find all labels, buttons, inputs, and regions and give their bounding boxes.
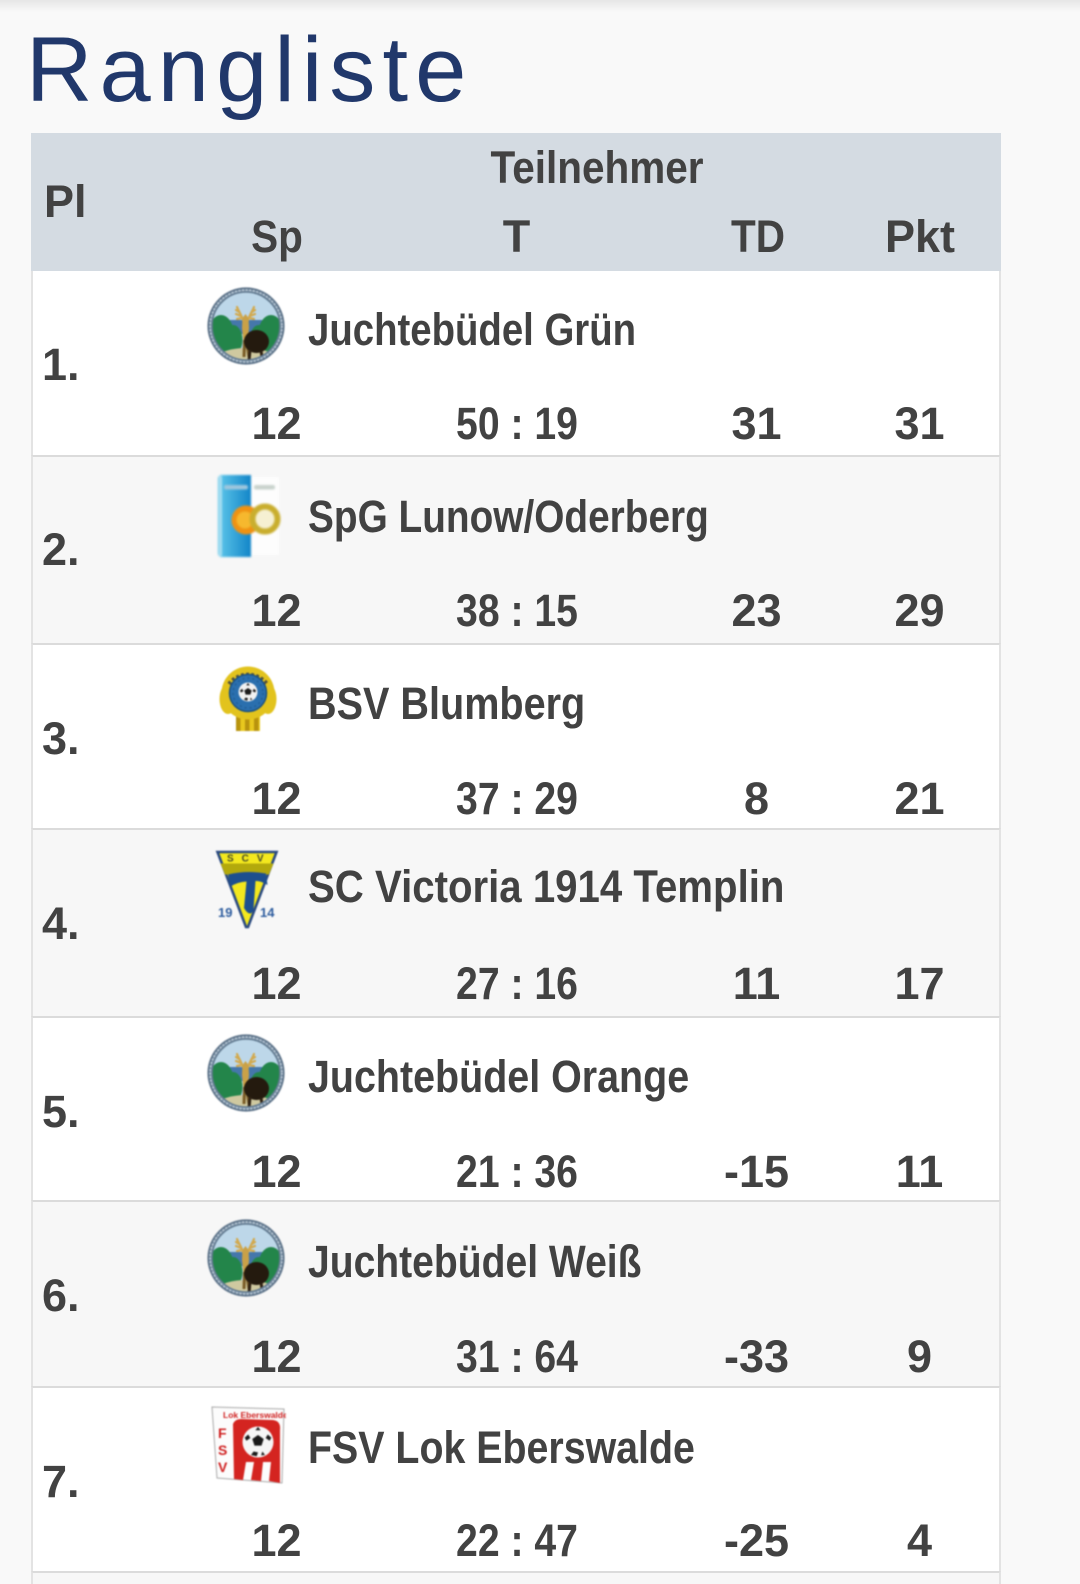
svg-text:Lok Eberswalde: Lok Eberswalde <box>223 1410 286 1420</box>
svg-text:F: F <box>218 1425 227 1441</box>
svg-text:V: V <box>218 1459 228 1475</box>
svg-text:14: 14 <box>260 905 275 920</box>
svg-text:SCV: SCV <box>227 854 272 865</box>
svg-text:19: 19 <box>218 905 232 920</box>
svg-text:S: S <box>218 1442 227 1458</box>
